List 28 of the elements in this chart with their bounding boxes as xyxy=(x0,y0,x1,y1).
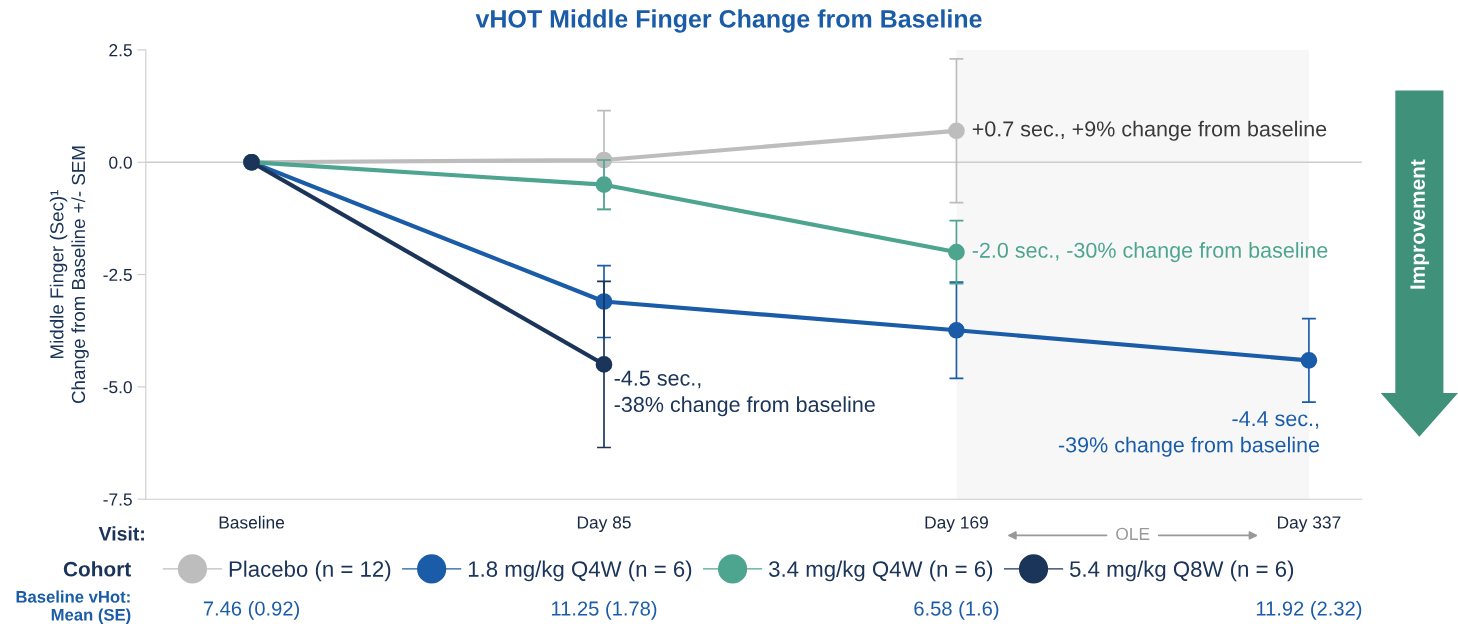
legend-title: Cohort xyxy=(63,561,131,577)
y-tick-label: -5.0 xyxy=(103,381,132,394)
legend-label: 5.4 mg/kg Q8W (n = 6) xyxy=(1069,560,1294,582)
text: 11.92 (2.32) xyxy=(1256,600,1362,620)
text: 11.25 (1.78) xyxy=(551,600,657,620)
x-tick-label: Day 337 xyxy=(1278,516,1341,533)
x-tick-label: Day 169 xyxy=(925,516,988,533)
y-axis-title: Middle Finger (Sec)¹ Change from Baseline +/- SEM xyxy=(49,146,89,404)
x-axis-title: Visit: xyxy=(98,526,144,541)
y-tick-label: -7.5 xyxy=(103,493,132,506)
y-tick-label: -2.5 xyxy=(103,268,132,282)
y-tick-label: 2.5 xyxy=(109,44,132,57)
annotation: -4.5 sec., -38% change from baseline xyxy=(614,370,875,417)
legend-label: 3.4 mg/kg Q4W (n = 6) xyxy=(768,560,993,582)
legend-label: Placebo (n = 12) xyxy=(229,560,391,582)
annotation: -2.0 sec., -30% change from baseline xyxy=(972,242,1328,263)
y-tick-label: 0.0 xyxy=(109,156,132,169)
annotation: +0.7 sec., +9% change from baseline xyxy=(972,120,1327,141)
x-tick-label: Day 85 xyxy=(577,516,631,533)
text: Improvement xyxy=(1410,159,1430,289)
x-tick-label: Baseline xyxy=(219,515,285,529)
text: 6.58 (1.6) xyxy=(914,600,999,620)
text: 7.46 (0.92) xyxy=(203,600,299,620)
legend-label: 1.8 mg/kg Q4W (n = 6) xyxy=(468,560,692,582)
chart-title: vHOT Middle Finger Change from Baseline xyxy=(475,9,982,33)
text: Baseline vHot: Mean (SE) xyxy=(16,590,131,624)
annotation: -4.4 sec., -39% change from baseline xyxy=(1058,411,1320,457)
text: OLE xyxy=(1116,527,1150,541)
